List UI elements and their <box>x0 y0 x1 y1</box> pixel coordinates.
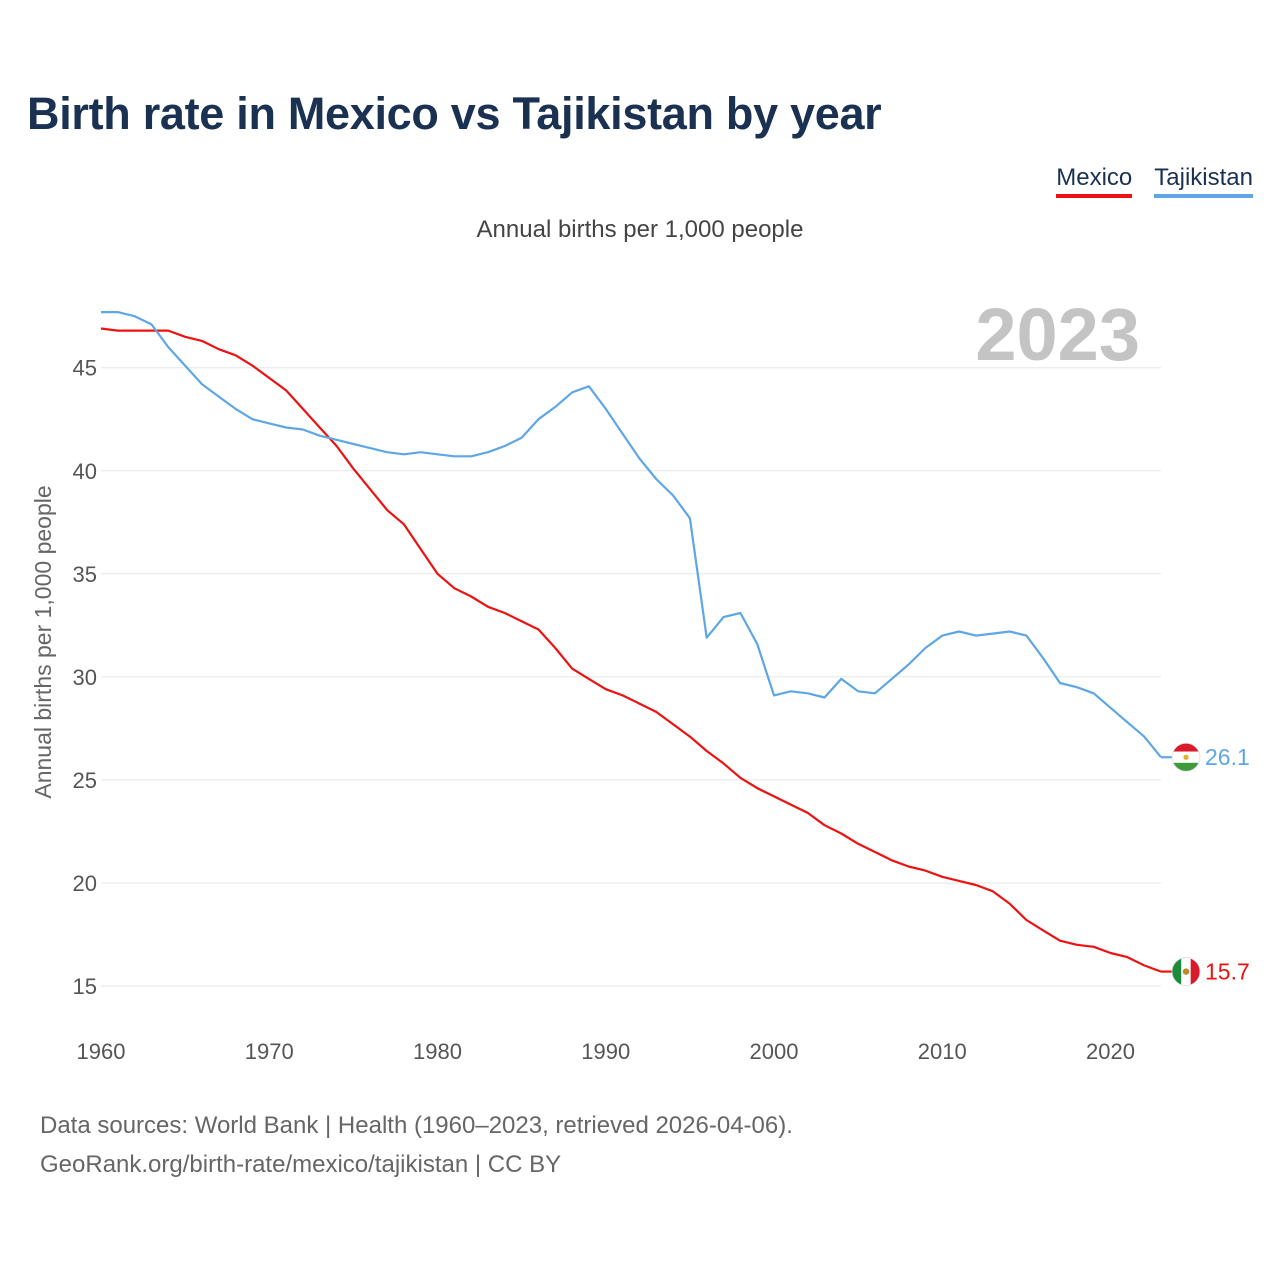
chart-title: Birth rate in Mexico vs Tajikistan by ye… <box>27 88 882 139</box>
year-watermark: 2023 <box>975 293 1140 376</box>
flag-stripe <box>1172 957 1182 986</box>
y-axis-label: Annual births per 1,000 people <box>30 485 56 798</box>
gridlines <box>101 367 1161 987</box>
flag-emblem <box>1182 968 1190 975</box>
y-tick-label: 15 <box>73 974 97 999</box>
flag-icon-mexico <box>1171 957 1201 986</box>
source-line-1: Data sources: World Bank | Health (1960–… <box>40 1112 793 1139</box>
y-axis-ticks: 15 20 25 30 35 40 45 <box>73 356 97 999</box>
y-tick-label: 30 <box>73 665 97 690</box>
source-note: Data sources: World Bank | Health (1960–… <box>40 1106 793 1184</box>
legend: Mexico Tajikistan <box>1056 164 1253 198</box>
flag-stripe <box>1172 743 1200 752</box>
x-tick-label: 1990 <box>581 1039 630 1064</box>
flag-stripe <box>1190 957 1200 986</box>
series-lines <box>100 311 1162 973</box>
legend-item-tajikistan[interactable]: Tajikistan <box>1154 164 1253 198</box>
flag-icon-tajikistan <box>1171 742 1201 772</box>
x-tick-label: 2000 <box>750 1039 799 1064</box>
flag-outline <box>1171 742 1201 772</box>
y-tick-label: 45 <box>73 356 97 381</box>
y-tick-label: 20 <box>73 871 97 896</box>
x-axis-ticks: 1960 1970 1980 1990 2000 2010 2020 <box>77 1039 1135 1064</box>
chart-subtitle: Annual births per 1,000 people <box>476 216 804 243</box>
x-tick-label: 1960 <box>77 1039 126 1064</box>
x-tick-label: 2010 <box>918 1039 967 1064</box>
flag-emblem <box>1183 754 1189 760</box>
series-line-tajikistan[interactable] <box>101 311 1162 758</box>
series-end-markers: 15.7 26.1 <box>1161 742 1250 986</box>
flag-body <box>1172 957 1200 986</box>
flag-stripe <box>1172 762 1200 772</box>
flag-body <box>1172 743 1200 772</box>
y-tick-label: 40 <box>73 459 97 484</box>
y-tick-label: 35 <box>73 562 97 587</box>
end-value-label-tajikistan: 26.1 <box>1205 744 1250 770</box>
flag-outline <box>1171 957 1201 986</box>
legend-item-mexico[interactable]: Mexico <box>1056 164 1133 198</box>
x-tick-label: 2020 <box>1086 1039 1135 1064</box>
x-tick-label: 1980 <box>413 1039 462 1064</box>
source-line-2[interactable]: GeoRank.org/birth-rate/mexico/tajikistan… <box>40 1151 562 1178</box>
series-line-mexico[interactable] <box>100 327 1162 973</box>
end-value-label-mexico: 15.7 <box>1205 959 1250 985</box>
y-tick-label: 25 <box>73 768 97 793</box>
x-tick-label: 1970 <box>245 1039 294 1064</box>
